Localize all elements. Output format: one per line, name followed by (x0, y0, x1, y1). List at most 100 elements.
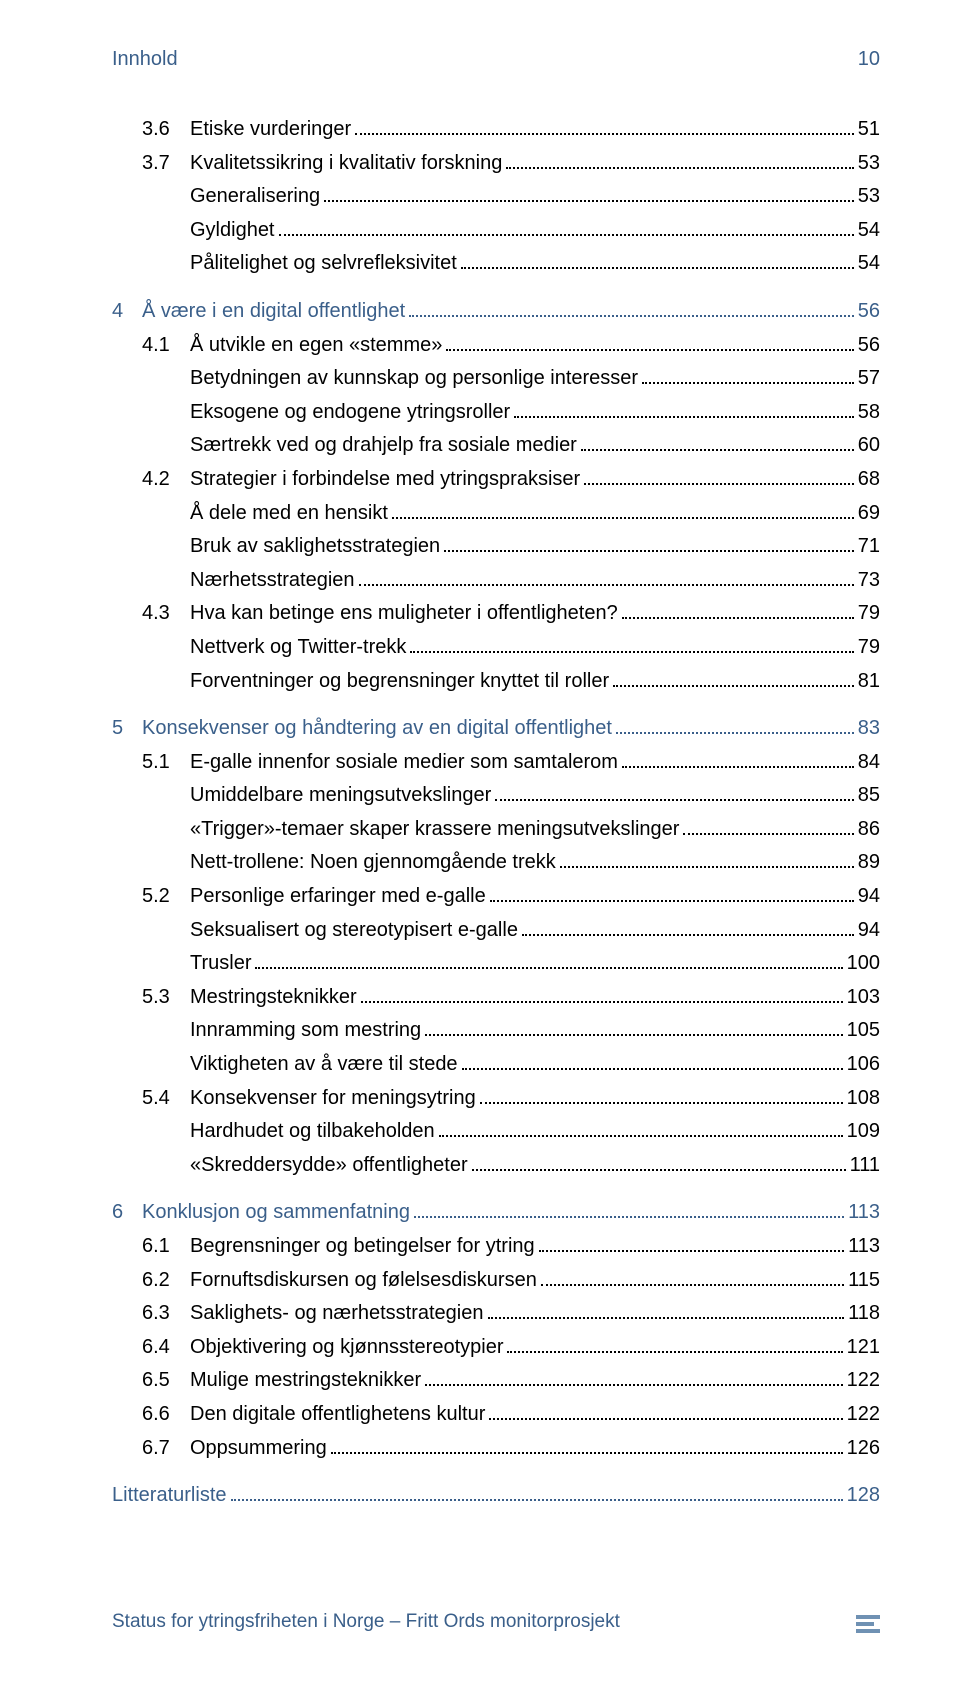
toc-entry: 6.2Fornuftsdiskursen og følelsesdiskurse… (112, 1264, 880, 1298)
toc-leader (331, 1452, 843, 1454)
toc-page-number: 126 (847, 1432, 880, 1466)
toc-entry: 6.7Oppsummering 126 (112, 1432, 880, 1466)
toc-page-number: 103 (847, 981, 880, 1015)
toc-leader (613, 685, 854, 687)
toc-leader (480, 1102, 843, 1104)
toc-section-number: 3.6 (142, 113, 190, 147)
toc-label: E-galle innenfor sosiale medier som samt… (190, 746, 618, 780)
toc-entry: «Skreddersydde» offentligheter 111 (112, 1149, 880, 1183)
toc-page-number: 118 (848, 1297, 880, 1331)
toc-leader (461, 267, 854, 269)
toc-label: Oppsummering (190, 1432, 327, 1466)
toc-page-number: 105 (847, 1014, 880, 1048)
toc-leader (514, 416, 854, 418)
toc-entry: Seksualisert og stereotypisert e-galle94 (112, 914, 880, 948)
toc-label: Nett-trollene: Noen gjennomgående trekk (190, 846, 556, 880)
toc-entry: 5.2Personlige erfaringer med e-galle94 (112, 880, 880, 914)
toc-entry[interactable]: Litteraturliste128 (112, 1479, 880, 1513)
toc-section-number: 6.1 (142, 1230, 190, 1264)
toc-entry: 6.5Mulige mestringsteknikker122 (112, 1364, 880, 1398)
toc-label: Pålitelighet og selvrefleksivitet (190, 247, 457, 281)
toc-section-number: 6.5 (142, 1364, 190, 1398)
toc-page-number: 53 (858, 180, 880, 214)
toc-label: Strategier i forbindelse med ytringsprak… (190, 463, 580, 497)
toc-leader (255, 967, 842, 969)
toc-entry[interactable]: 6Konklusjon og sammenfatning113 (112, 1196, 880, 1230)
toc-leader (581, 449, 854, 451)
toc-spacer (112, 1465, 880, 1479)
toc-label: «Skreddersydde» offentligheter (190, 1149, 468, 1183)
toc-page-number: 113 (848, 1196, 880, 1230)
toc-spacer (112, 1182, 880, 1196)
toc-label: «Trigger»-temaer skaper krassere menings… (190, 813, 679, 847)
toc-entry: Gyldighet54 (112, 214, 880, 248)
toc-leader (392, 517, 854, 519)
toc-section-number: 6.4 (142, 1331, 190, 1365)
toc-label: Bruk av saklighetsstrategien (190, 530, 440, 564)
toc-entry: Nettverk og Twitter-trekk 79 (112, 631, 880, 665)
toc-leader (622, 617, 854, 619)
toc-entry: Viktigheten av å være til stede106 (112, 1048, 880, 1082)
toc-leader (444, 550, 854, 552)
toc-page-number: 113 (848, 1230, 880, 1264)
toc-leader (359, 584, 854, 586)
toc-section-number: 6.6 (142, 1398, 190, 1432)
toc-label: Nærhetsstrategien (190, 564, 355, 598)
toc-label: Kvalitetssikring i kvalitativ forskning (190, 147, 502, 181)
toc-leader (324, 200, 854, 202)
toc-label: Nettverk og Twitter-trekk (190, 631, 406, 665)
toc-page-number: 56 (858, 329, 880, 363)
toc-leader (231, 1499, 843, 1501)
toc-entry[interactable]: 5Konsekvenser og håndtering av en digita… (112, 712, 880, 746)
toc-leader (683, 833, 853, 835)
toc-label: Hardhudet og tilbakeholden (190, 1115, 435, 1149)
toc-entry: Å dele med en hensikt69 (112, 497, 880, 531)
toc-page-number: 54 (858, 214, 880, 248)
toc-label: Den digitale offentlighetens kultur (190, 1398, 485, 1432)
toc-page-number: 89 (858, 846, 880, 880)
toc-label: Viktigheten av å være til stede (190, 1048, 458, 1082)
toc-entry: 3.6Etiske vurderinger 51 (112, 113, 880, 147)
toc-page-number: 79 (858, 631, 880, 665)
toc-leader (361, 1001, 843, 1003)
toc-label: Litteraturliste (112, 1479, 227, 1513)
toc-page-number: 57 (858, 362, 880, 396)
toc-leader (616, 732, 854, 734)
toc-label: Konsekvenser for meningsytring (190, 1082, 476, 1116)
toc-label: Seksualisert og stereotypisert e-galle (190, 914, 518, 948)
toc-entry: 3.7Kvalitetssikring i kvalitativ forskni… (112, 147, 880, 181)
footer-text: Status for ytringsfriheten i Norge – Fri… (112, 1611, 620, 1633)
toc-section-number: 4.1 (142, 329, 190, 363)
toc-label: Mestringsteknikker (190, 981, 357, 1015)
page-footer: Status for ytringsfriheten i Norge – Fri… (112, 1611, 880, 1633)
toc-leader (462, 1068, 843, 1070)
toc-page-number: 115 (848, 1264, 880, 1298)
toc-entry[interactable]: 4Å være i en digital offentlighet56 (112, 295, 880, 329)
toc-entry: 6.3Saklighets- og nærhetsstrategien 118 (112, 1297, 880, 1331)
toc-page-number: 51 (858, 113, 880, 147)
toc-leader (279, 234, 854, 236)
toc-section-number: 5.2 (142, 880, 190, 914)
toc-leader (541, 1284, 844, 1286)
toc-leader (410, 651, 853, 653)
toc-section-number: 6.7 (142, 1432, 190, 1466)
toc-entry: 4.1Å utvikle en egen «stemme»56 (112, 329, 880, 363)
toc-label: Saklighets- og nærhetsstrategien (190, 1297, 484, 1331)
toc-entry: Forventninger og begrensninger knyttet t… (112, 665, 880, 699)
toc-section-number: 6.3 (142, 1297, 190, 1331)
toc-page-number: 100 (847, 947, 880, 981)
toc-entry: Hardhudet og tilbakeholden109 (112, 1115, 880, 1149)
toc-label: Etiske vurderinger (190, 113, 351, 147)
toc-label: Objektivering og kjønnsstereotypier (190, 1331, 503, 1365)
toc-entry: Nærhetsstrategien73 (112, 564, 880, 598)
toc-entry: 4.2Strategier i forbindelse med ytringsp… (112, 463, 880, 497)
toc-page-number: 111 (850, 1149, 880, 1183)
toc-label: Fornuftsdiskursen og følelsesdiskursen (190, 1264, 537, 1298)
toc-leader (409, 315, 854, 317)
toc-page-number: 56 (858, 295, 880, 329)
toc-label: Umiddelbare meningsutvekslinger (190, 779, 491, 813)
toc-leader (622, 766, 854, 768)
toc-entry: Generalisering53 (112, 180, 880, 214)
toc-page-number: 108 (847, 1082, 880, 1116)
toc-page-number: 85 (858, 779, 880, 813)
